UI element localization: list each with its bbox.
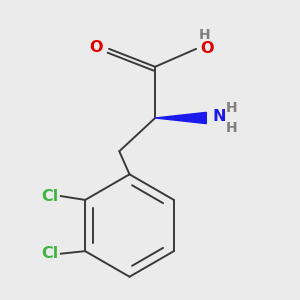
Text: Cl: Cl bbox=[41, 189, 59, 204]
Text: Cl: Cl bbox=[41, 246, 59, 261]
Text: H: H bbox=[226, 101, 237, 115]
Text: O: O bbox=[200, 41, 213, 56]
Text: N: N bbox=[213, 109, 226, 124]
Text: O: O bbox=[89, 40, 103, 55]
Polygon shape bbox=[155, 112, 206, 124]
Text: H: H bbox=[199, 28, 211, 42]
Text: H: H bbox=[226, 121, 237, 135]
